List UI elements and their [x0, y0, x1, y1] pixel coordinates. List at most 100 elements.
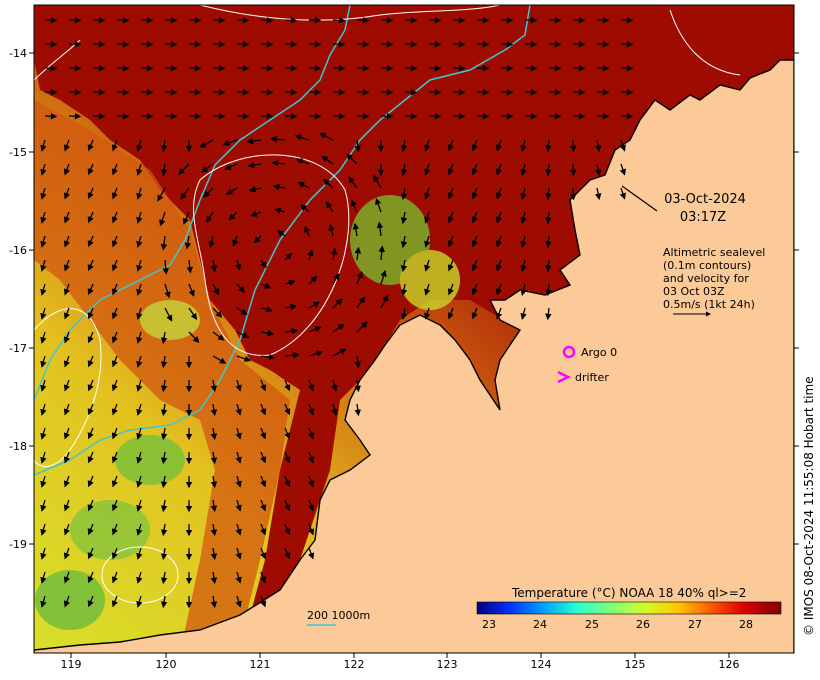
velocity-arrow: [619, 187, 626, 200]
velocity-arrow: [212, 65, 226, 72]
velocity-arrow: [40, 139, 47, 152]
velocity-arrow: [500, 17, 514, 24]
velocity-arrow: [40, 187, 47, 200]
velocity-arrow: [308, 499, 315, 512]
velocity-arrow: [164, 283, 171, 299]
velocity-arrow: [40, 283, 47, 296]
velocity-arrow: [164, 89, 178, 96]
velocity-arrow: [452, 17, 466, 24]
velocity-arrow: [92, 41, 106, 48]
colorbar-tick: 27: [688, 618, 702, 631]
velocity-arrow: [40, 355, 47, 368]
velocity-arrow: [236, 17, 250, 24]
velocity-arrow: [447, 259, 454, 272]
velocity-arrow: [63, 379, 70, 392]
velocity-arrow: [308, 523, 315, 536]
velocity-arrow: [136, 331, 143, 344]
velocity-arrow: [284, 303, 298, 311]
velocity-arrow: [40, 571, 47, 584]
velocity-arrow: [136, 211, 143, 224]
velocity-arrow: [524, 17, 538, 24]
velocity-arrow: [236, 65, 250, 72]
velocity-arrow: [520, 283, 527, 296]
velocity-arrow: [471, 307, 478, 320]
velocity-arrow: [332, 273, 340, 285]
x-tick-label: 125: [625, 658, 646, 671]
velocity-arrow: [596, 113, 610, 120]
velocity-arrow: [116, 89, 130, 96]
velocity-arrow: [40, 403, 47, 416]
velocity-arrow: [619, 139, 626, 152]
velocity-arrow: [63, 451, 70, 464]
velocity-arrow: [136, 571, 143, 584]
credit-text: © IMOS 08-Oct-2024 11:55:08 Hobart time: [802, 376, 816, 636]
velocity-arrow: [428, 41, 442, 48]
velocity-arrow: [348, 176, 358, 189]
x-tick-label: 120: [156, 658, 177, 671]
velocity-arrow: [248, 186, 262, 193]
velocity-arrow: [548, 17, 562, 24]
velocity-arrow: [304, 225, 311, 237]
velocity-arrow: [308, 275, 318, 285]
velocity-arrow: [201, 163, 214, 173]
velocity-arrow: [40, 331, 47, 344]
velocity-arrow: [92, 65, 106, 72]
velocity-arrow: [140, 41, 154, 48]
velocity-arrow: [111, 235, 118, 248]
velocity-arrow: [87, 235, 94, 248]
velocity-arrow: [447, 187, 454, 200]
velocity-arrow: [68, 65, 82, 72]
velocity-arrow: [356, 65, 370, 72]
velocity-arrow: [354, 355, 361, 369]
velocity-arrow: [570, 163, 577, 177]
velocity-arrow: [308, 65, 322, 72]
velocity-arrow: [260, 329, 275, 337]
velocity-arrow: [63, 211, 70, 224]
velocity-arrow: [260, 65, 274, 72]
velocity-arrow: [331, 403, 338, 416]
velocity-arrow: [354, 403, 361, 417]
velocity-arrow: [111, 547, 118, 560]
velocity-arrow: [260, 403, 267, 416]
velocity-arrow: [308, 89, 322, 96]
velocity-arrow: [332, 17, 346, 24]
velocity-arrow: [63, 355, 70, 368]
velocity-arrow: [136, 475, 143, 488]
velocity-arrow: [332, 65, 346, 72]
velocity-arrow: [63, 139, 70, 152]
velocity-arrow: [68, 89, 82, 96]
velocity-arrow: [476, 17, 490, 24]
velocity-arrow: [160, 571, 168, 585]
velocity-arrow: [188, 283, 195, 297]
velocity-arrow: [116, 17, 130, 24]
warm-water-region: [34, 5, 794, 653]
velocity-arrow: [236, 41, 250, 48]
velocity-arrow: [63, 163, 70, 176]
colorbar-tick: 26: [636, 618, 650, 631]
velocity-arrow: [183, 211, 190, 225]
velocity-arrow: [284, 113, 298, 120]
velocity-arrow: [87, 163, 94, 176]
velocity-arrow: [495, 307, 503, 320]
velocity-arrow: [332, 89, 346, 96]
velocity-arrow: [545, 163, 552, 177]
velocity-arrow: [63, 235, 70, 248]
velocity-arrow: [136, 403, 143, 416]
velocity-arrow: [68, 41, 82, 48]
velocity-arrow: [136, 307, 143, 320]
velocity-arrow: [596, 65, 610, 72]
velocity-arrow: [260, 282, 272, 289]
velocity-arrow: [276, 230, 286, 237]
velocity-arrow: [116, 41, 130, 48]
velocity-arrow: [87, 523, 94, 536]
x-tick-label: 122: [344, 658, 365, 671]
velocity-arrow: [87, 403, 94, 416]
velocity-arrow: [212, 283, 220, 296]
velocity-arrow: [160, 163, 168, 177]
velocity-arrow: [284, 451, 291, 464]
velocity-arrow: [447, 139, 454, 152]
velocity-arrow: [111, 331, 118, 344]
velocity-arrow: [424, 211, 431, 224]
velocity-arrow: [380, 113, 394, 120]
velocity-arrow: [140, 113, 154, 120]
